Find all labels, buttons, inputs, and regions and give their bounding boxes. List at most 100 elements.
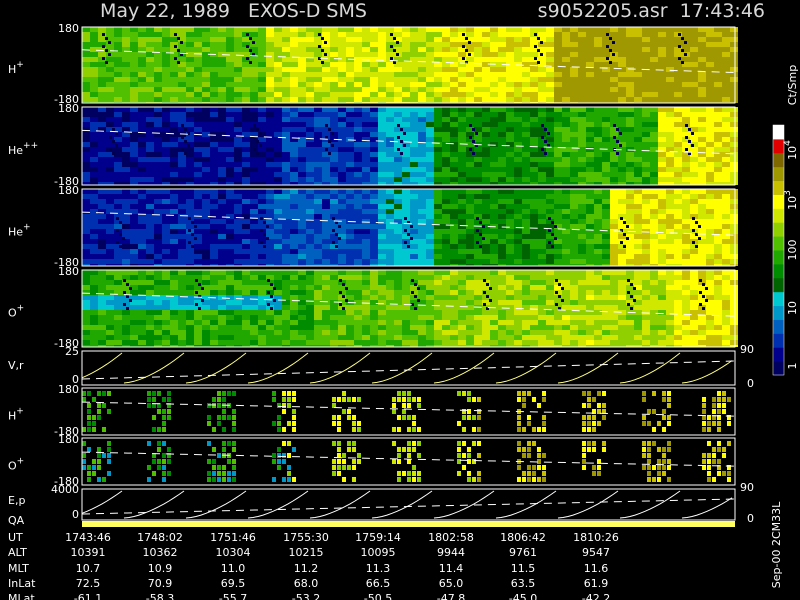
cell	[346, 285, 354, 290]
cell	[234, 67, 242, 72]
cell	[346, 117, 354, 122]
cell	[98, 295, 106, 300]
cell	[554, 214, 562, 219]
cell	[146, 82, 154, 87]
cell	[106, 244, 114, 249]
cell	[114, 52, 122, 57]
cell	[682, 72, 690, 77]
cell	[258, 300, 266, 305]
cell	[378, 310, 386, 315]
cell	[146, 325, 154, 330]
cell	[458, 167, 466, 172]
cell	[186, 275, 194, 280]
cell	[618, 42, 626, 47]
cell	[282, 37, 290, 42]
cell	[482, 142, 490, 147]
cell	[146, 32, 154, 37]
track	[626, 225, 629, 228]
cell	[386, 172, 394, 177]
cell	[410, 249, 418, 254]
cell	[426, 189, 434, 194]
cell	[586, 254, 594, 259]
cell	[90, 157, 98, 162]
cell	[210, 310, 218, 315]
cell	[138, 47, 146, 52]
cell	[682, 137, 690, 142]
cell	[202, 162, 210, 167]
cell	[482, 167, 490, 172]
cell	[114, 27, 122, 32]
cell	[226, 107, 234, 112]
cell	[610, 82, 618, 87]
cell	[162, 152, 170, 157]
cell	[282, 122, 290, 127]
track	[547, 132, 550, 135]
cell	[490, 209, 498, 214]
cell	[442, 259, 450, 264]
cell	[722, 127, 730, 132]
cell	[570, 112, 578, 117]
cell	[282, 315, 290, 320]
cell	[730, 189, 738, 194]
track	[620, 241, 623, 244]
cell	[490, 177, 498, 182]
cell	[426, 172, 434, 177]
cell	[450, 27, 458, 32]
cell	[298, 42, 306, 47]
cell	[146, 320, 154, 325]
cell	[154, 204, 162, 209]
cell	[82, 67, 90, 72]
cell	[122, 142, 130, 147]
cell	[474, 244, 482, 249]
cell	[578, 249, 586, 254]
cell	[242, 254, 250, 259]
cell	[714, 82, 722, 87]
cell	[690, 97, 698, 102]
cell	[378, 214, 386, 219]
cell	[194, 194, 202, 199]
track	[191, 221, 194, 224]
cell	[682, 214, 690, 219]
cell	[362, 264, 370, 266]
cell	[178, 127, 186, 132]
cell	[210, 77, 218, 82]
cell	[402, 127, 410, 132]
cell	[170, 234, 178, 239]
cell	[602, 142, 610, 147]
cell	[178, 315, 186, 320]
cell	[378, 229, 386, 234]
cell	[322, 87, 330, 92]
cell	[458, 209, 466, 214]
cell	[554, 152, 562, 157]
cell	[722, 112, 730, 117]
cell	[602, 244, 610, 249]
cell	[658, 209, 666, 214]
cell	[394, 340, 402, 345]
cell	[154, 310, 162, 315]
cell	[690, 199, 698, 204]
cell	[506, 199, 514, 204]
cell	[162, 47, 170, 52]
cell	[626, 219, 634, 224]
cell	[138, 219, 146, 224]
cell	[714, 219, 722, 224]
track	[541, 124, 544, 127]
cell	[114, 72, 122, 77]
cell	[234, 127, 242, 132]
cell	[178, 194, 186, 199]
cell	[730, 264, 738, 266]
cell	[146, 127, 154, 132]
cell	[498, 275, 506, 280]
cell	[690, 77, 698, 82]
track	[338, 237, 341, 240]
cell	[138, 209, 146, 214]
cell	[170, 157, 178, 162]
cell	[274, 112, 282, 117]
cell	[450, 244, 458, 249]
cell	[434, 330, 442, 335]
cell	[250, 62, 258, 67]
track	[335, 221, 338, 224]
cell	[506, 42, 514, 47]
cell	[362, 229, 370, 234]
cell	[634, 264, 642, 266]
